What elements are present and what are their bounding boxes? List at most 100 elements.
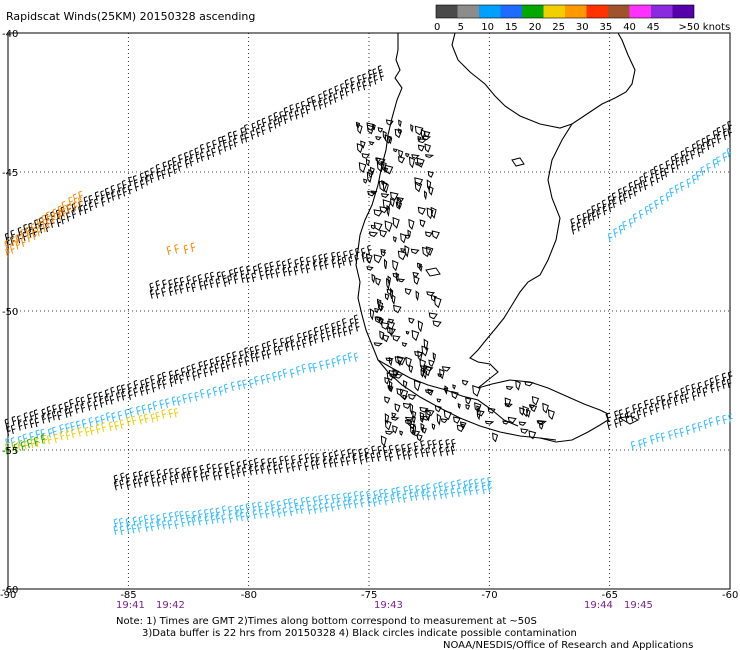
wind-barb [632, 213, 638, 223]
wind-barb [323, 98, 329, 108]
wind-barb [61, 207, 67, 218]
wind-barb [59, 430, 65, 441]
fjord-island [420, 422, 425, 433]
wind-barb [655, 432, 661, 443]
wind-barb [206, 388, 212, 399]
fjord-island [416, 262, 423, 270]
wind-barb [186, 516, 192, 527]
wind-barb [586, 208, 592, 219]
fjord-island [356, 143, 364, 154]
wind-barb [661, 400, 667, 410]
wind-barb [337, 258, 342, 269]
wind-barb [209, 271, 215, 282]
fjord-island [414, 125, 424, 136]
wind-barb [407, 450, 412, 460]
fjord-island [380, 193, 390, 198]
wind-barb [13, 443, 19, 453]
fjord-island [380, 251, 387, 257]
wind-barb [168, 511, 174, 522]
wind-barb [66, 203, 72, 214]
wind-barb [241, 466, 247, 477]
wind-barb [614, 410, 619, 420]
wind-barb [345, 456, 351, 466]
fjord-island [383, 258, 388, 270]
wind-barb [221, 505, 227, 515]
time-label: 19:44 [584, 600, 613, 611]
wind-barb [679, 394, 685, 405]
wind-barb [162, 161, 168, 171]
wind-barb [611, 198, 617, 209]
wind-barb [143, 413, 149, 424]
fjord-island [402, 402, 412, 409]
fjord-island [416, 433, 423, 442]
fjord-island [405, 330, 410, 335]
fjord-island [524, 381, 534, 387]
fjord-island [434, 405, 442, 413]
wind-barb [4, 239, 10, 250]
wind-barb [364, 447, 369, 458]
wind-barb [669, 187, 674, 198]
wind-barb [675, 160, 681, 170]
wind-barb [206, 141, 211, 152]
fjord-island [443, 387, 449, 392]
wind-barb [649, 405, 654, 415]
wind-barb [373, 74, 378, 85]
wind-barb [301, 338, 307, 349]
fjord-island [400, 232, 407, 244]
wind-barb [655, 173, 661, 184]
wind-barb [30, 438, 36, 449]
fjord-island [389, 191, 399, 201]
wind-barb [649, 434, 655, 445]
wind-barb [161, 287, 166, 297]
wind-barb [344, 86, 350, 97]
wind-barb [80, 402, 86, 413]
wind-barb [77, 427, 83, 437]
wind-barb [359, 497, 365, 508]
wind-barb [372, 497, 378, 507]
fjord-island [542, 402, 549, 414]
wind-barb [359, 454, 364, 465]
wind-barb [258, 508, 264, 519]
wind-barb [189, 156, 194, 167]
fjord-island [431, 423, 436, 431]
wind-barb [230, 381, 236, 391]
wind-barb [328, 95, 334, 105]
wind-barb [576, 221, 582, 232]
wind-barb [287, 258, 293, 268]
fjord-island [397, 197, 404, 203]
wind-barb [42, 434, 48, 445]
fjord-island [381, 180, 385, 186]
wind-barb [353, 352, 359, 363]
wind-barb [236, 461, 242, 471]
fjord-island [539, 423, 544, 430]
wind-barb [315, 459, 321, 469]
wind-barb [353, 490, 359, 501]
wind-barb [366, 253, 371, 263]
fjord-island [382, 130, 387, 141]
fjord-island [408, 393, 417, 400]
fjord-island [384, 220, 393, 233]
wind-barb [295, 365, 301, 376]
fjord-island [400, 248, 406, 253]
wind-barb [368, 77, 373, 87]
wind-barb [199, 388, 205, 399]
wind-barb [287, 497, 293, 508]
wind-barb [120, 384, 126, 394]
wind-barb [637, 402, 643, 413]
wind-barb [95, 424, 101, 434]
wind-barb [350, 83, 355, 94]
fjord-island [408, 156, 416, 169]
wind-barb [140, 379, 145, 390]
wind-barb [47, 412, 52, 423]
wind-barb [299, 504, 305, 514]
fjord-island [367, 190, 377, 197]
fjord-island [424, 154, 435, 158]
wind-barb [214, 363, 219, 373]
fjord-island [436, 413, 442, 426]
fjord-island [428, 359, 435, 368]
wind-barb [383, 495, 389, 506]
wind-barb [333, 92, 338, 103]
fjord-island [397, 156, 406, 164]
wind-barb [668, 430, 673, 440]
